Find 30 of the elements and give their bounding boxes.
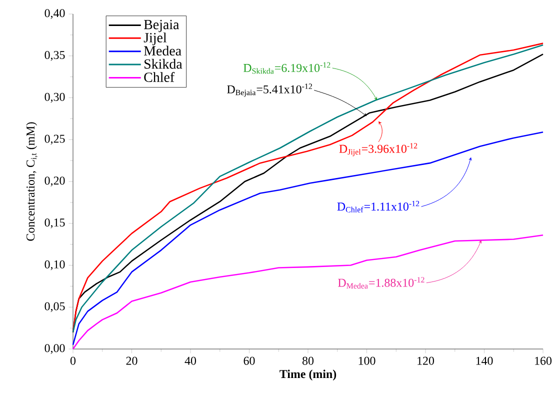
- x-tick-label: 120: [418, 356, 434, 365]
- legend-label: Bejaia: [144, 20, 180, 32]
- y-tick-label: 0,00: [44, 344, 65, 354]
- legend-label: Chlef: [144, 72, 175, 82]
- y-tick-label: 0,25: [44, 134, 65, 145]
- x-tick-label: 140: [476, 356, 493, 365]
- annotation: D$_{Bejaia}$=5.41x10$^{-12}$: [227, 84, 312, 97]
- y-tick-label: 0,30: [44, 92, 65, 103]
- y-tick-label: 0,10: [44, 260, 65, 270]
- x-axis-title: Time (min): [280, 370, 336, 381]
- legend-label: Jijel: [144, 32, 167, 46]
- annotation: D$_{Jijel}$=3.96x10$^{-12}$: [339, 143, 418, 156]
- x-tick-label: 100: [358, 356, 376, 365]
- annotation: D$_{Skikda}$=6.19x10$^{-12}$: [244, 62, 330, 74]
- x-tick-label: 160: [535, 356, 552, 365]
- x-tick-label: 40: [184, 356, 196, 365]
- y-tick-label: 0,20: [44, 176, 65, 186]
- x-tick-label: 60: [244, 356, 255, 365]
- y-axis-title: Concentration, C$_{i,t}$ (mM): [26, 122, 38, 241]
- y-tick-label: 0,15: [44, 218, 65, 228]
- y-tick-label: 0,05: [44, 302, 65, 312]
- legend-label: Medea: [144, 46, 182, 56]
- y-tick-label: 0,40: [44, 9, 65, 19]
- annotation: D$_{Medea}$=1.88x10$^{-12}$: [338, 277, 424, 289]
- y-tick-label: 0,35: [44, 50, 65, 61]
- x-tick-label: 80: [302, 356, 314, 365]
- annotation: D$_{Chlef}$=1.11x10$^{-12}$: [337, 200, 420, 212]
- legend-label: Skikda: [144, 58, 182, 69]
- x-tick-label: 0: [70, 356, 76, 365]
- x-tick-label: 20: [126, 356, 138, 365]
